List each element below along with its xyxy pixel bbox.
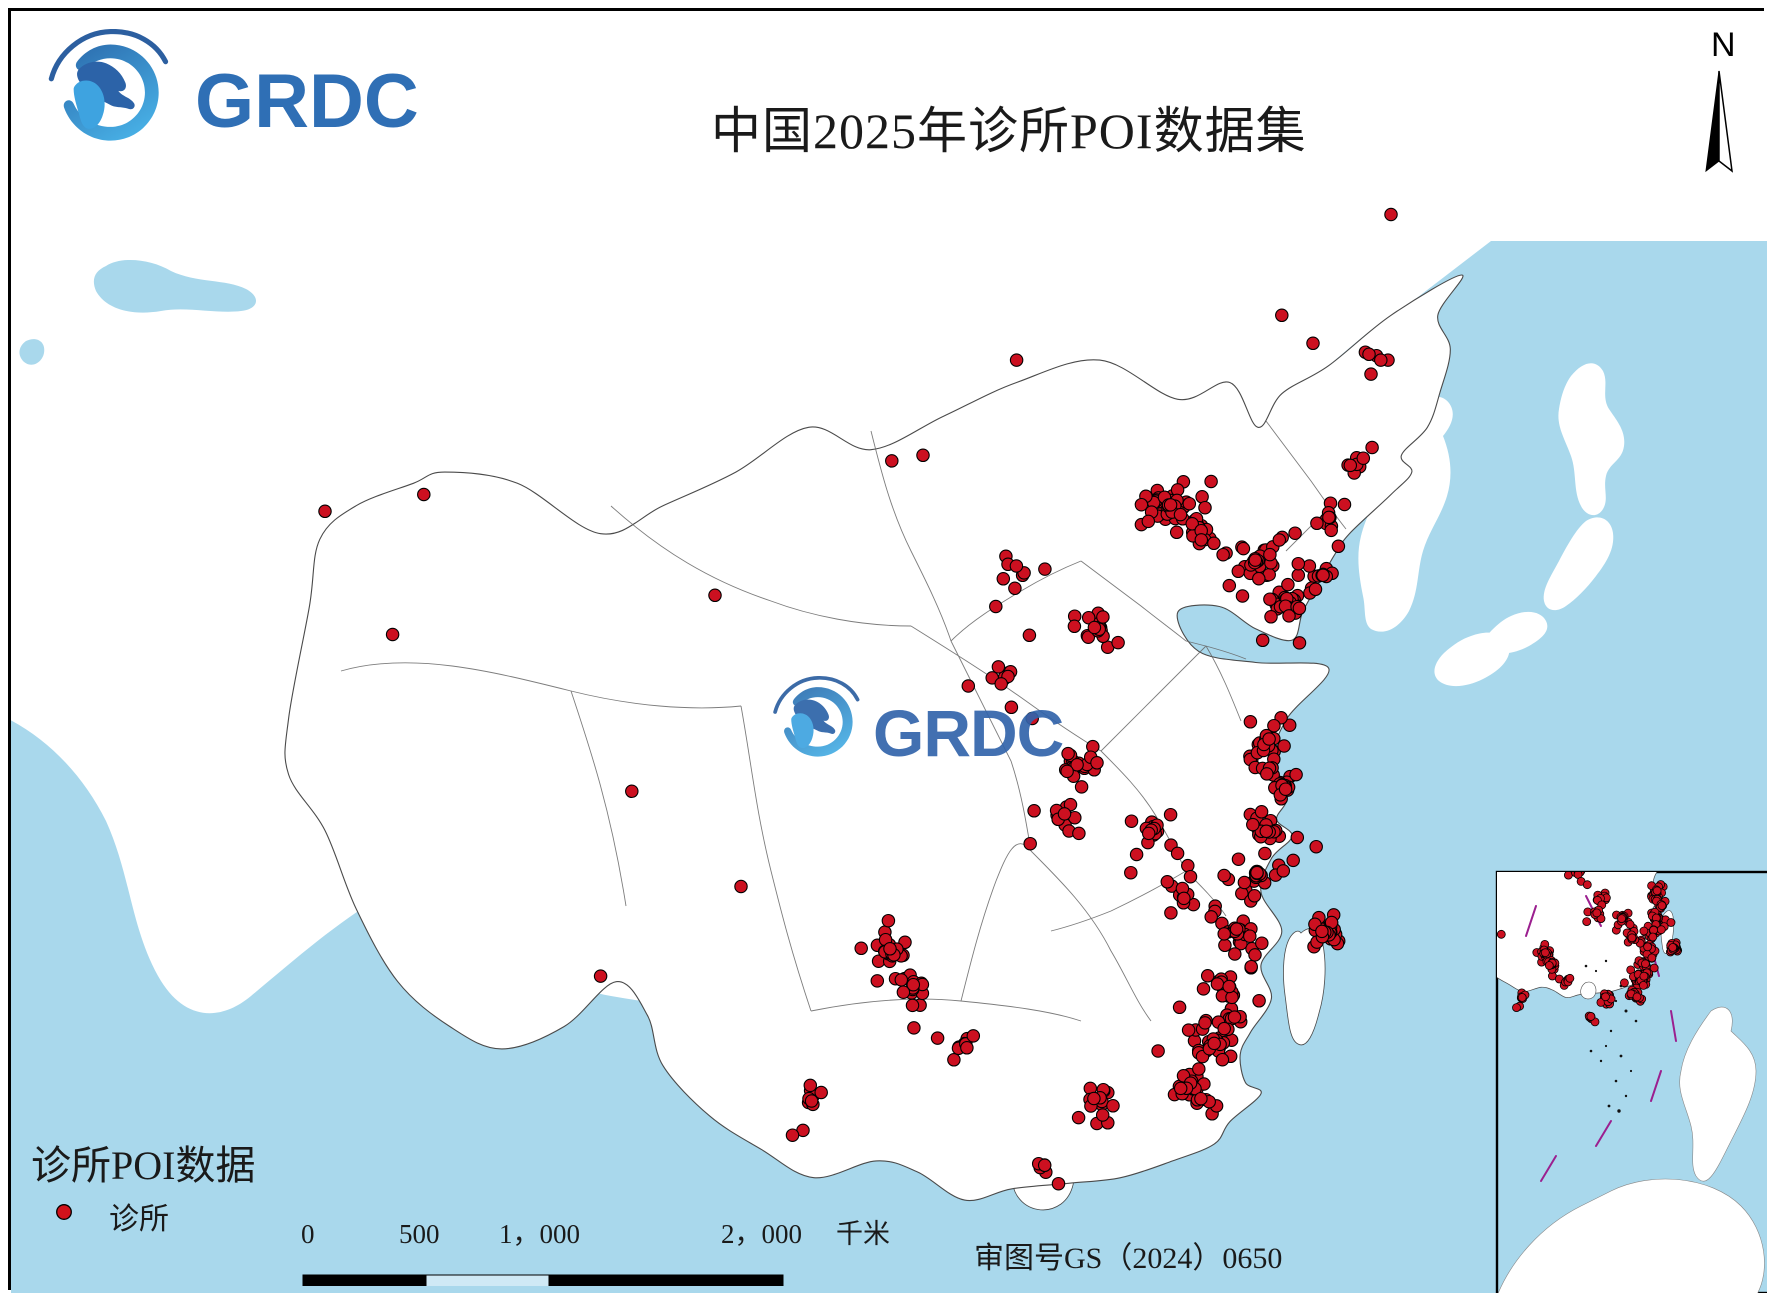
svg-text:GRDC: GRDC (873, 696, 1063, 770)
svg-text:0: 0 (301, 1219, 315, 1249)
svg-text:500: 500 (399, 1219, 440, 1249)
svg-text:1，000: 1，000 (499, 1219, 580, 1249)
svg-text:2，000: 2，000 (721, 1219, 802, 1249)
svg-text:N: N (1711, 26, 1736, 64)
svg-text:千米: 千米 (836, 1219, 890, 1249)
